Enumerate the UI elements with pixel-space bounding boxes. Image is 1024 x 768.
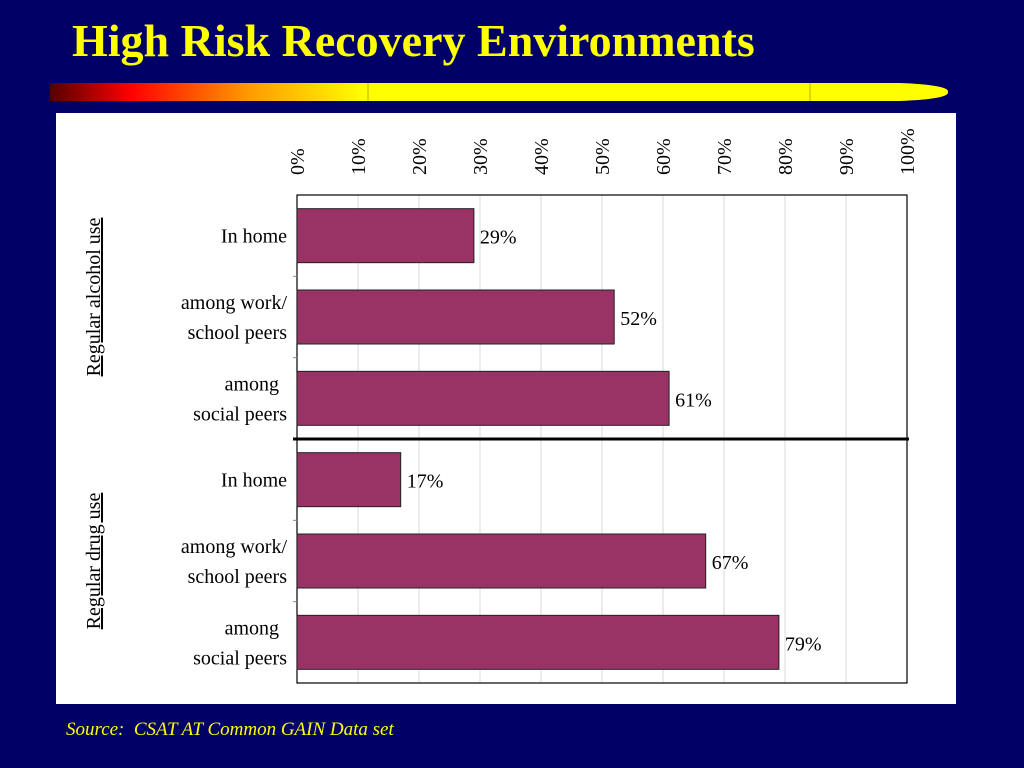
- bar: [296, 533, 707, 589]
- x-tick-label: 50%: [592, 138, 614, 175]
- category-label: among: [225, 373, 279, 395]
- chart-panel: 0% 10% 20% 30% 40% 50% 60% 70% 80% 90% 100% 29% In h…: [56, 113, 956, 704]
- category-label: among work/: [181, 292, 288, 314]
- data-label: 61%: [675, 389, 712, 411]
- x-tick-label: 80%: [775, 138, 797, 175]
- bar: [296, 289, 615, 345]
- category-label: In home: [221, 470, 287, 492]
- bar-chart: 0% 10% 20% 30% 40% 50% 60% 70% 80% 90% 100% 29% In h…: [83, 128, 919, 684]
- x-tick-label: 20%: [409, 138, 431, 175]
- data-label: 67%: [712, 552, 749, 574]
- x-tick-label: 40%: [531, 138, 553, 175]
- group-label: Regular drug use: [83, 493, 105, 630]
- data-label: 52%: [620, 308, 657, 330]
- bar: [296, 452, 402, 508]
- x-tick-label: 0%: [287, 148, 309, 175]
- x-tick-label: 70%: [714, 138, 736, 175]
- data-label: 17%: [407, 471, 444, 493]
- category-label: social peers: [193, 403, 287, 425]
- bar: [296, 614, 780, 670]
- category-label: school peers: [188, 322, 288, 344]
- data-label: 79%: [785, 633, 822, 655]
- x-tick-label: 60%: [653, 138, 675, 175]
- category-label: social peers: [193, 647, 287, 669]
- source-note: Source: CSAT AT Common GAIN Data set: [66, 719, 394, 740]
- bar: [296, 370, 670, 426]
- x-tick-label: 100%: [897, 128, 919, 175]
- x-tick-label: 10%: [348, 138, 370, 175]
- category-label: among: [225, 617, 279, 639]
- category-label: school peers: [188, 566, 288, 588]
- category-label: among work/: [181, 536, 288, 558]
- category-label: In home: [221, 226, 287, 248]
- slide-title: High Risk Recovery Environments: [72, 15, 755, 66]
- title-underline-bar: [50, 83, 949, 101]
- data-label: 29%: [480, 227, 517, 249]
- x-tick-label: 90%: [836, 138, 858, 175]
- group-label: Regular alcohol use: [83, 217, 105, 376]
- x-tick-label: 30%: [470, 138, 492, 175]
- bar: [296, 208, 475, 264]
